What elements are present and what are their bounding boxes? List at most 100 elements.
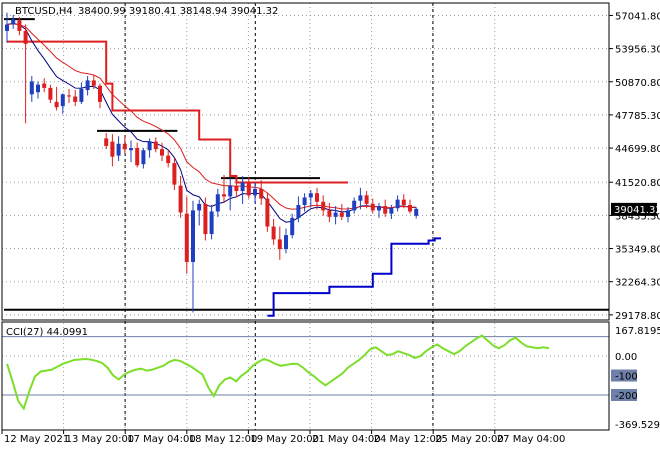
cci-indicator-layer <box>2 334 609 411</box>
candle-body <box>339 212 344 217</box>
candle <box>315 187 319 210</box>
candle-body <box>358 195 363 201</box>
candle <box>116 136 121 161</box>
candle <box>408 199 412 214</box>
candle-body <box>389 208 394 214</box>
candle-body <box>408 205 412 212</box>
candle-body <box>377 206 381 211</box>
candle <box>240 176 245 204</box>
candle-body <box>36 84 40 93</box>
candle-body <box>271 226 276 240</box>
main-panel-frame <box>1 2 610 321</box>
candle-body <box>191 210 195 262</box>
candle-body <box>129 148 133 151</box>
candle <box>284 228 288 254</box>
candle-body <box>395 199 400 209</box>
candle-body <box>284 235 288 250</box>
candle-body <box>29 81 34 95</box>
candle <box>296 196 301 223</box>
candle <box>377 202 381 218</box>
candle-body <box>302 197 307 206</box>
candle-body <box>222 194 226 197</box>
candle <box>191 200 195 313</box>
candle <box>135 142 140 168</box>
candle-body <box>110 141 115 157</box>
candle <box>160 142 164 161</box>
price-tick-label: 47785.30 <box>615 111 660 122</box>
cci-level-tag <box>611 369 637 382</box>
price-tick-label: 44699.80 <box>615 144 660 155</box>
candle <box>17 16 22 36</box>
candle-body <box>104 138 109 146</box>
candle <box>178 176 183 218</box>
candle-body <box>197 203 202 211</box>
vertical-marker-layer <box>124 3 434 430</box>
time-tick-label: 25 May 20:00 <box>435 434 504 445</box>
current-price-label: 39041.32 <box>614 205 660 216</box>
time-tick-label: 21 May 04:00 <box>312 434 381 445</box>
candle-body <box>60 94 65 107</box>
axis-label-layer: 57041.80 53956.30 50870.80 47785.30 44699.80… <box>1 11 660 445</box>
candle <box>60 93 65 114</box>
candle <box>346 207 350 223</box>
candle <box>259 180 264 206</box>
price-tick-label: 29178.80 <box>615 311 660 322</box>
candle <box>414 207 419 219</box>
candle-body <box>277 239 282 250</box>
horizontal-level-layer <box>4 18 609 311</box>
candle-body <box>414 208 419 216</box>
time-tick-label: 24 May 12:00 <box>374 434 443 445</box>
time-tick-label: 19 May 20:00 <box>250 434 319 445</box>
price-tick-label: 53956.30 <box>615 45 660 56</box>
candle-body <box>259 188 264 199</box>
candle <box>153 137 158 153</box>
trail-stop-layer <box>7 40 441 317</box>
candle-body <box>122 143 127 150</box>
candle <box>85 76 90 96</box>
candle <box>122 135 127 154</box>
candle-body <box>327 210 332 217</box>
candle <box>234 177 239 198</box>
candle-body <box>160 149 164 156</box>
candle <box>395 195 400 212</box>
cci-line <box>6 334 550 411</box>
candle-body <box>240 182 245 192</box>
candle-body <box>246 182 251 196</box>
candle-body <box>265 198 270 227</box>
cci-label: CCI(27) 44.0991 <box>6 327 88 338</box>
candle-body <box>98 85 102 102</box>
candle <box>302 193 307 212</box>
candle <box>308 189 313 208</box>
candle <box>197 199 202 226</box>
time-tick-label: 27 May 04:00 <box>497 434 566 445</box>
candle <box>321 195 326 216</box>
candle-body <box>79 88 84 102</box>
candle <box>42 78 47 93</box>
candle-body <box>296 205 301 218</box>
price-tick-label: 38435.30 <box>615 211 660 222</box>
current-price-tag: 39041.32 <box>611 202 660 216</box>
candle-body <box>153 141 158 150</box>
candle-body <box>352 200 357 211</box>
cci-tick-label: -200 <box>615 391 638 402</box>
candle <box>54 86 59 111</box>
candle-body <box>42 83 47 88</box>
cci-tick-label: -369.5298 <box>615 420 660 431</box>
candle-body <box>333 212 338 217</box>
candle <box>73 90 78 107</box>
time-tick-label: 12 May 2021 <box>4 434 69 445</box>
price-tick-label: 50870.80 <box>615 78 660 89</box>
candle-body <box>5 24 9 31</box>
candle-body <box>321 201 326 211</box>
candle <box>389 205 394 219</box>
moving-average-fast-line <box>6 23 417 210</box>
time-tick-label: 13 May 20:00 <box>66 434 135 445</box>
candle <box>98 83 102 109</box>
candle <box>339 203 344 221</box>
candle-body <box>147 141 152 151</box>
cci-tick-label: 0.00 <box>615 352 637 363</box>
candle <box>36 81 40 99</box>
candle <box>271 218 276 245</box>
